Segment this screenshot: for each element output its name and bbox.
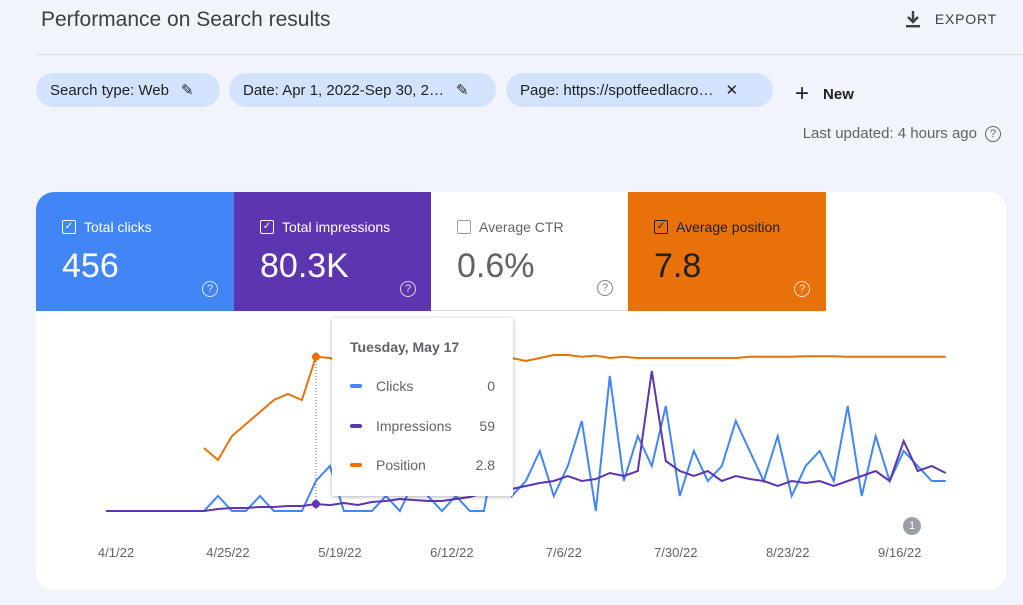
tooltip-date: Tuesday, May 17 (350, 339, 460, 355)
tooltip-label: Clicks (376, 378, 414, 394)
help-icon[interactable]: ? (400, 281, 416, 297)
help-icon[interactable]: ? (202, 281, 218, 297)
x-tick-label: 7/6/22 (545, 545, 582, 560)
tooltip-label: Impressions (376, 418, 452, 434)
performance-card: ✓ Total clicks 456? ✓ Total impressions 80.3… (36, 192, 1006, 590)
legend-swatch (350, 384, 362, 388)
metric-label: Total clicks (84, 219, 152, 235)
pencil-icon[interactable]: ✎ (455, 82, 469, 99)
checkbox-checked-icon[interactable]: ✓ (62, 220, 76, 234)
x-tick-label: 4/1/22 (97, 545, 135, 560)
export-button[interactable]: EXPORT (905, 10, 997, 28)
legend-swatch (350, 424, 362, 428)
page-title: Performance on Search results (41, 8, 331, 31)
x-tick-label: 6/12/22 (430, 545, 474, 560)
metric-label: Average position (676, 219, 781, 235)
metric-label: Average CTR (479, 219, 564, 235)
filter-chip-date[interactable]: Date: Apr 1, 2022-Sep 30, 2… ✎ (229, 73, 496, 107)
x-tick-label: 4/25/22 (206, 545, 250, 560)
pencil-icon[interactable]: ✎ (180, 82, 194, 99)
new-filter-button[interactable]: + New (795, 80, 854, 108)
series-line-impressions (106, 370, 947, 512)
new-label: New (823, 85, 854, 103)
annotation-marker[interactable]: 1 (903, 517, 921, 535)
help-icon[interactable]: ? (794, 281, 810, 297)
x-tick-label: 8/23/22 (766, 545, 810, 560)
metric-value: 80.3K (260, 247, 349, 285)
series-line-clicks (106, 375, 946, 513)
last-updated: Last updated: 4 hours ago? (803, 125, 1001, 142)
checkbox-unchecked-icon[interactable] (457, 220, 471, 234)
chip-label: Search type: Web (50, 81, 169, 99)
close-icon[interactable]: ✕ (725, 82, 739, 99)
chip-label: Page: https://spotfeedlacro… (520, 81, 714, 99)
tooltip-value: 2.8 (475, 457, 495, 473)
hover-point (311, 352, 320, 361)
tooltip-value: 0 (487, 378, 495, 394)
metric-value: 0.6% (457, 247, 535, 285)
series-line-position (203, 353, 946, 462)
tooltip-row-position: Position 2.8 (350, 457, 495, 473)
x-tick-label: 9/16/22 (878, 545, 922, 560)
metric-average-ctr[interactable]: Average CTR 0.6%? (431, 192, 629, 311)
tooltip-value: 59 (479, 418, 495, 434)
metric-average-position[interactable]: ✓ Average position 7.8? (628, 192, 826, 311)
checkbox-checked-icon[interactable]: ✓ (654, 220, 668, 234)
plus-icon: + (795, 80, 810, 107)
filter-chip-page[interactable]: Page: https://spotfeedlacro… ✕ (506, 73, 773, 107)
x-tick-label: 7/30/22 (654, 545, 698, 560)
legend-swatch (350, 463, 362, 467)
checkbox-checked-icon[interactable]: ✓ (260, 220, 274, 234)
metric-total-impressions[interactable]: ✓ Total impressions 80.3K? (234, 192, 432, 311)
tooltip-row-clicks: Clicks 0 (350, 378, 495, 394)
help-icon[interactable]: ? (985, 125, 1001, 142)
metric-value: 456 (62, 247, 119, 285)
metric-value: 7.8 (654, 247, 702, 285)
help-icon[interactable]: ? (597, 280, 613, 296)
tooltip-label: Position (376, 457, 426, 473)
export-label: EXPORT (934, 11, 997, 27)
tooltip-row-impressions: Impressions 59 (350, 418, 495, 434)
hover-point (311, 500, 320, 508)
metric-label: Total impressions (282, 219, 391, 235)
filter-chip-search-type[interactable]: Search type: Web ✎ (36, 73, 220, 107)
chip-label: Date: Apr 1, 2022-Sep 30, 2… (243, 81, 444, 99)
divider (36, 54, 1023, 55)
last-updated-text: Last updated: 4 hours ago (802, 125, 977, 142)
download-icon (905, 11, 920, 28)
x-tick-label: 5/19/22 (318, 545, 362, 560)
metric-total-clicks[interactable]: ✓ Total clicks 456? (36, 192, 234, 311)
chart-tooltip: Tuesday, May 17 Clicks 0 Impressions 59 Po… (332, 318, 513, 496)
